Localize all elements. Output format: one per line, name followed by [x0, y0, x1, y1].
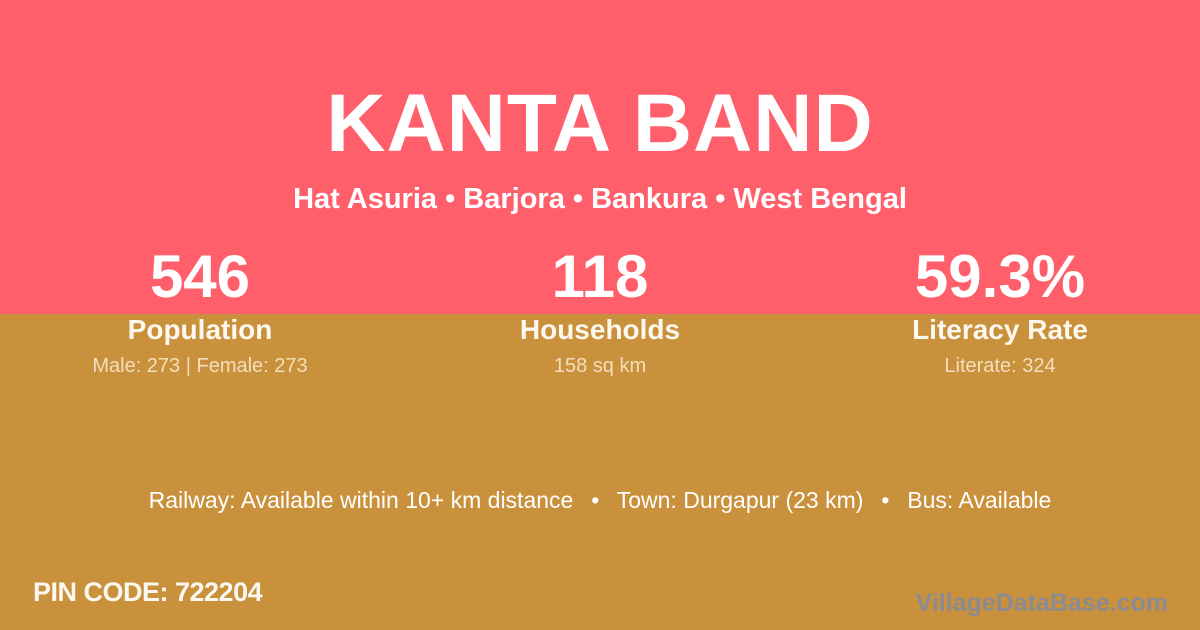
stat-literacy: 59.3% Literacy Rate Literate: 324 [800, 243, 1200, 378]
watermark: VillageDataBase.com [915, 589, 1168, 617]
location-breadcrumb: Hat Asuria • Barjora • Bankura • West Be… [293, 183, 907, 215]
households-label: Households [519, 314, 681, 345]
stat-households: 118 Households 158 sq km [400, 243, 800, 378]
population-value: 546 [149, 243, 251, 310]
households-detail: 158 sq km [553, 355, 647, 377]
population-detail: Male: 273 | Female: 273 [92, 355, 308, 377]
pin-code: PIN CODE: 722204 [33, 577, 263, 607]
amenities-line: Railway: Available within 10+ km distanc… [148, 487, 1052, 513]
literacy-detail: Literate: 324 [944, 355, 1056, 377]
stats-row: 546 Population Male: 273 | Female: 273 1… [0, 243, 1200, 378]
village-title: KANTA BAND [326, 78, 874, 169]
hero-section: KANTA BAND Hat Asuria • Barjora • Bankur… [0, 0, 1200, 314]
literacy-value: 59.3% [914, 243, 1086, 310]
population-label: Population [127, 314, 273, 345]
households-value: 118 [551, 243, 649, 310]
stat-population: 546 Population Male: 273 | Female: 273 [0, 243, 400, 378]
literacy-label: Literacy Rate [912, 314, 1088, 345]
